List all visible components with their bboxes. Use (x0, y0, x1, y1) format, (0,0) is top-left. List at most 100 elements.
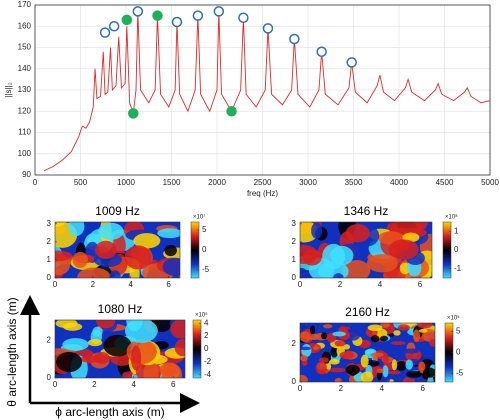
field-pattern (309, 325, 316, 335)
y-tick-label: 100 (18, 149, 32, 158)
field-pattern (109, 270, 121, 278)
x-tick-label: 6 (166, 280, 171, 289)
field-pattern (330, 346, 338, 358)
x-tick-label: 2 (91, 280, 96, 289)
colorbar-tick-label: 5 (456, 327, 461, 336)
x-tick-label: 0 (53, 280, 58, 289)
field-pattern (384, 346, 396, 354)
field-pattern (62, 338, 89, 351)
field-pattern (345, 224, 370, 243)
y-tick-label: 140 (18, 64, 32, 73)
colorbar-tick-label: 4 (204, 318, 209, 327)
panel-title: 1080 Hz (98, 302, 143, 316)
x-tick-label: 4 (378, 280, 383, 289)
panel-title: 1009 Hz (95, 204, 140, 218)
colorbar-scale: ×10⁸ (445, 214, 458, 221)
field-pattern (366, 254, 398, 273)
colorbar-tick-label: -4 (204, 370, 212, 379)
field-pattern (332, 331, 347, 337)
colorbar-scale: ×10⁷ (193, 214, 205, 221)
marker (192, 10, 204, 21)
field-pattern (124, 320, 158, 343)
field-pattern (387, 370, 401, 375)
field-pattern (329, 358, 340, 365)
field-pattern (124, 245, 152, 270)
theta-axis-label: θ arc-length axis (m) (5, 297, 19, 406)
y-tick-label: 2 (47, 336, 52, 345)
field-pattern (302, 249, 322, 266)
field-pattern (405, 359, 413, 370)
y-tick-label: 0 (292, 273, 297, 282)
colorbar-tick-label: -1 (454, 264, 462, 273)
y-tick-label: 130 (18, 85, 32, 94)
plot-frame (54, 319, 186, 379)
field-pattern (423, 367, 435, 378)
field-pattern (300, 323, 307, 332)
colorbar-tick-label: 0 (204, 344, 209, 353)
field-pattern (133, 233, 161, 249)
field-pattern (388, 239, 419, 260)
x-tick-label: 6 (418, 280, 423, 289)
field-pattern (56, 351, 83, 373)
field-pattern (413, 329, 420, 343)
y-tick-label: 1 (47, 255, 52, 264)
x-tick-label: 500 (74, 178, 88, 187)
field-pattern (380, 335, 389, 342)
field-pattern (370, 335, 380, 343)
field (300, 222, 432, 278)
field-pattern (103, 334, 132, 357)
panel-title: 1346 Hz (344, 204, 389, 218)
field-pattern (55, 250, 73, 262)
field-pattern (341, 259, 371, 278)
field-pattern (94, 352, 110, 364)
y-tick-label: 2 (292, 339, 297, 348)
field-pattern (417, 323, 433, 329)
marker (316, 46, 327, 57)
marker (213, 6, 225, 17)
x-tick-label: 1500 (163, 178, 181, 187)
marker (152, 10, 163, 21)
y-tick-label: 0 (47, 273, 52, 282)
field-pattern (334, 340, 346, 347)
marker (99, 27, 111, 38)
x-tick-label: 4 (380, 384, 385, 393)
field-pattern (333, 273, 344, 278)
field-pattern (300, 331, 311, 343)
field (55, 222, 180, 278)
x-tick-label: 0 (298, 384, 303, 393)
x-tick-label: 2 (92, 380, 97, 389)
field-pattern (170, 320, 185, 339)
colorbar-scale: ×10⁵ (195, 312, 208, 319)
x-tick-label: 2000 (208, 178, 226, 187)
field-pattern (397, 324, 410, 331)
x-tick-label: 0 (298, 280, 303, 289)
field (300, 323, 435, 382)
field-pattern (300, 267, 309, 278)
x-axis-label: freq (Hz) (247, 189, 278, 198)
response-line (43, 11, 491, 172)
colorbar-tick-label: -5 (202, 265, 210, 274)
field-pattern (318, 357, 329, 363)
field-pattern (130, 345, 142, 371)
field-pattern (68, 222, 85, 237)
field-pattern (300, 374, 308, 382)
field-pattern (382, 352, 389, 366)
field-pattern (329, 367, 346, 373)
colorbar-tick-label: 0 (202, 245, 207, 254)
field-pattern (96, 320, 116, 329)
field-pattern (345, 329, 361, 341)
x-tick-label: 4000 (390, 178, 408, 187)
marker (262, 23, 274, 34)
x-tick-label: 2 (339, 384, 344, 393)
field-pattern (330, 245, 354, 266)
field-pattern (349, 368, 357, 376)
field-pattern (315, 361, 327, 375)
field-pattern (343, 344, 350, 350)
field-pattern (300, 355, 308, 362)
field-pattern (390, 341, 406, 345)
y-tick-label: 2 (47, 237, 52, 246)
colorbar-tick-label: 0 (454, 245, 459, 254)
panel-title: 2160 Hz (345, 305, 390, 319)
marker (132, 6, 144, 17)
